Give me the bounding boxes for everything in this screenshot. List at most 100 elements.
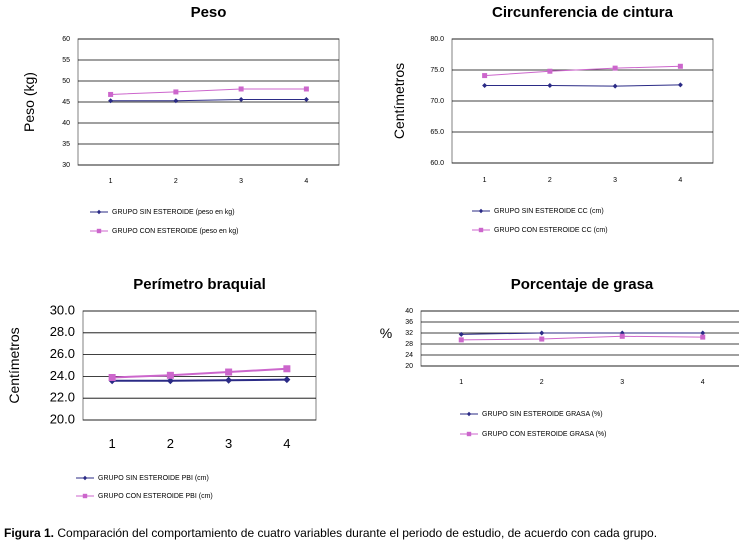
data-point-sin bbox=[482, 83, 488, 88]
y-tick-label: 40 bbox=[62, 120, 70, 127]
x-tick-label: 4 bbox=[701, 379, 705, 386]
data-point-con bbox=[166, 371, 174, 379]
y-tick-label: 30.0 bbox=[50, 302, 75, 317]
data-point-sin bbox=[612, 83, 618, 89]
data-point-con bbox=[303, 86, 309, 92]
x-tick-label: 1 bbox=[483, 177, 487, 184]
y-tick-label: 28.0 bbox=[50, 324, 75, 339]
series-line-sin bbox=[484, 84, 681, 87]
x-tick-label: 2 bbox=[540, 379, 544, 386]
x-tick-label: 4 bbox=[283, 436, 290, 451]
legend-label: GRUPO CON ESTEROIDE PBI (cm) bbox=[98, 493, 213, 500]
data-point-con bbox=[108, 373, 116, 381]
y-axis-label: % bbox=[380, 325, 392, 341]
chart-title: Peso bbox=[191, 4, 227, 21]
chart-title: Circunferencia de cintura bbox=[492, 4, 674, 21]
y-tick-label: 60.0 bbox=[430, 160, 444, 167]
chart-peso-svg: Peso Peso (kg) 30 35 40 45 50 55 60 1 2 3 4 GRUPO SIN… bbox=[21, 4, 340, 235]
chart-peso: Peso Peso (kg) 30 35 40 45 50 55 60 1 2 3 4 GRUPO SIN… bbox=[0, 0, 370, 262]
y-tick-label: 24.0 bbox=[50, 368, 75, 383]
y-tick-label: 80.0 bbox=[430, 36, 444, 43]
x-tick-label: 3 bbox=[225, 436, 232, 451]
x-tick-label: 2 bbox=[167, 436, 174, 451]
data-point-sin bbox=[166, 377, 174, 385]
x-tick-label: 2 bbox=[548, 177, 552, 184]
data-point-con bbox=[225, 368, 233, 376]
x-tick-label: 3 bbox=[620, 379, 624, 386]
data-point-con bbox=[547, 68, 553, 74]
legend-label: GRUPO SIN ESTEROIDE (peso en kg) bbox=[112, 209, 235, 216]
chart-braquial-svg: Perímetro braquial Centímetros 20.0 22.0 24.… bbox=[6, 276, 317, 500]
plot-area bbox=[420, 310, 739, 367]
data-point-sin bbox=[700, 330, 706, 336]
y-tick-label: 75.0 bbox=[430, 67, 444, 74]
x-tick-label: 3 bbox=[239, 178, 243, 185]
series-line-con bbox=[461, 335, 703, 341]
plot-area bbox=[82, 310, 317, 421]
chart-cintura: Circunferencia de cintura Centímetros 60.0… bbox=[370, 0, 739, 262]
series-line-sin bbox=[110, 98, 307, 102]
y-tick-label: 26.0 bbox=[50, 346, 75, 361]
x-tick-label: 4 bbox=[678, 177, 682, 184]
data-point-con bbox=[700, 334, 706, 340]
figure-caption: Figura 1. Comparación del comportamiento… bbox=[4, 526, 657, 540]
x-tick-label: 4 bbox=[304, 178, 308, 185]
data-point-sin bbox=[108, 98, 114, 104]
legend-label: GRUPO CON ESTEROIDE (peso en kg) bbox=[112, 228, 238, 235]
series-line-con bbox=[112, 367, 287, 379]
series-line-sin bbox=[461, 332, 703, 335]
y-tick-label: 36 bbox=[405, 319, 413, 326]
y-tick-label: 40 bbox=[405, 308, 413, 315]
legend-label: GRUPO SIN ESTEROIDE CC (cm) bbox=[494, 208, 604, 215]
chart-grasa: Porcentaje de grasa% 20 24 28 32 36 40 1 2 3 4 GRUP… bbox=[370, 266, 739, 516]
x-tick-label: 1 bbox=[109, 178, 113, 185]
chart-braquial: Perímetro braquial Centímetros 20.0 22.0 24.… bbox=[0, 266, 370, 516]
y-tick-label: 20 bbox=[405, 363, 413, 370]
x-tick-label: 1 bbox=[109, 436, 116, 451]
data-point-sin bbox=[547, 83, 553, 88]
series-line-sin bbox=[112, 378, 287, 382]
data-point-con bbox=[612, 65, 618, 71]
data-point-sin bbox=[458, 331, 464, 337]
x-tick-label: 1 bbox=[459, 379, 463, 386]
y-tick-label: 35 bbox=[62, 141, 70, 148]
data-point-con bbox=[458, 337, 464, 343]
data-point-con bbox=[539, 336, 545, 342]
data-point-con bbox=[619, 333, 625, 339]
legend-marker bbox=[96, 209, 102, 215]
legend-marker bbox=[82, 475, 88, 481]
y-tick-label: 28 bbox=[405, 341, 413, 348]
x-tick-label: 2 bbox=[174, 178, 178, 185]
data-point-sin bbox=[238, 96, 244, 102]
y-tick-label: 55 bbox=[62, 57, 70, 64]
y-tick-label: 30 bbox=[62, 162, 70, 169]
legend-marker bbox=[82, 493, 88, 499]
y-tick-label: 60 bbox=[62, 36, 70, 43]
caption-label: Figura 1. bbox=[4, 526, 55, 540]
data-point-sin bbox=[303, 96, 309, 102]
y-tick-label: 70.0 bbox=[430, 98, 444, 105]
legend-marker bbox=[466, 411, 472, 417]
data-point-con bbox=[677, 63, 683, 69]
x-tick-label: 3 bbox=[613, 177, 617, 184]
data-point-sin bbox=[283, 376, 291, 384]
chart-title: Perímetro braquial bbox=[133, 276, 266, 293]
legend-label: GRUPO CON ESTEROIDE GRASA (%) bbox=[482, 431, 606, 438]
y-tick-label: 22.0 bbox=[50, 390, 75, 405]
series-line-con bbox=[110, 88, 307, 95]
y-tick-label: 50 bbox=[62, 78, 70, 85]
data-point-sin bbox=[539, 330, 545, 336]
data-point-con bbox=[482, 73, 488, 79]
data-point-con bbox=[173, 89, 179, 95]
data-point-con bbox=[108, 91, 114, 97]
legend-marker bbox=[478, 208, 484, 214]
data-point-con bbox=[238, 86, 244, 92]
chart-cintura-svg: Circunferencia de cintura Centímetros 60.0… bbox=[391, 4, 714, 234]
data-point-sin bbox=[173, 98, 179, 104]
chart-grasa-svg: Porcentaje de grasa% 20 24 28 32 36 40 1 2 3 4 GRUP… bbox=[380, 276, 739, 438]
legend-marker bbox=[466, 431, 472, 437]
data-point-con bbox=[283, 365, 291, 373]
data-point-sin bbox=[677, 82, 683, 88]
y-tick-label: 45 bbox=[62, 99, 70, 106]
y-tick-label: 24 bbox=[405, 352, 413, 359]
